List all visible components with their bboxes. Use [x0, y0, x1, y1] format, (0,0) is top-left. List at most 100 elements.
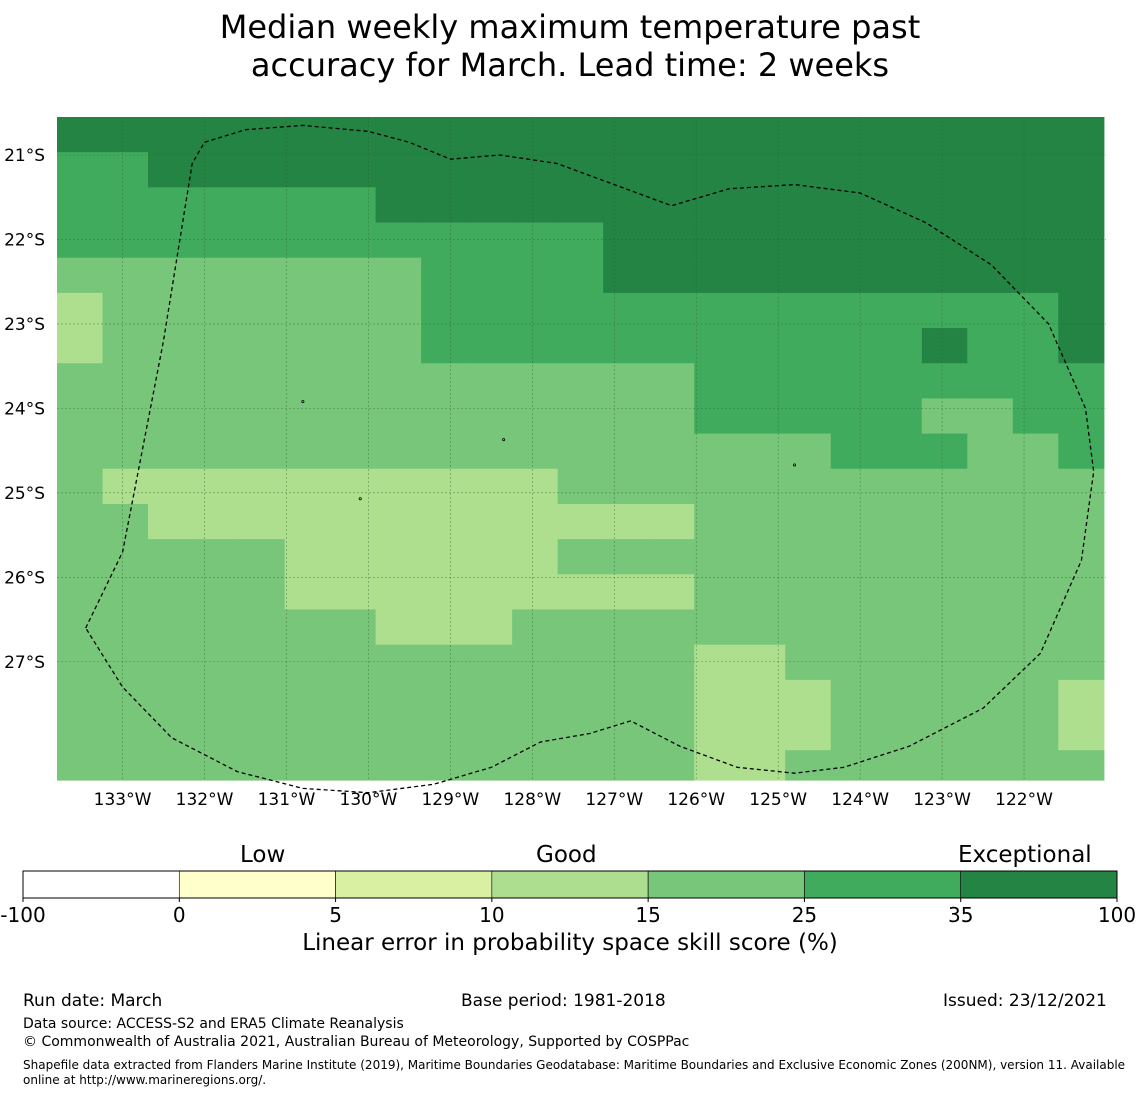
- grid-cell: [1058, 257, 1105, 294]
- grid-cell: [57, 222, 104, 259]
- grid-cell: [921, 679, 968, 716]
- grid-cell: [921, 750, 968, 781]
- grid-cell: [785, 257, 832, 294]
- grid-cell: [876, 257, 923, 294]
- grid-cell: [1058, 433, 1105, 470]
- grid-cell: [739, 433, 786, 470]
- grid-cell: [1058, 292, 1105, 329]
- grid-cell: [785, 398, 832, 435]
- grid-cell: [330, 539, 377, 575]
- grid-cell: [193, 363, 240, 400]
- grid-cell: [603, 503, 650, 540]
- grid-cell: [466, 503, 513, 540]
- longitude-tick-label: 131°W: [258, 790, 316, 810]
- grid-cell: [421, 468, 468, 505]
- grid-cell: [648, 363, 695, 400]
- grid-cell: [1012, 363, 1059, 400]
- grid-cell: [193, 644, 240, 681]
- grid-cell: [785, 609, 832, 646]
- grid-cell: [148, 679, 195, 716]
- run-date: Run date: March: [23, 991, 163, 1011]
- grid-cell: [193, 398, 240, 435]
- grid-cell: [1058, 468, 1105, 505]
- grid-cell: [57, 609, 104, 646]
- grid-cell: [421, 117, 468, 153]
- grid-cell: [694, 715, 741, 751]
- copyright: © Commonwealth of Australia 2021, Austra…: [23, 1034, 690, 1050]
- grid-cell: [466, 468, 513, 505]
- grid-cell: [876, 503, 923, 540]
- colorbar-segment: [960, 870, 1118, 899]
- grid-cell: [330, 644, 377, 681]
- grid-cell: [421, 222, 468, 259]
- grid-cell: [421, 503, 468, 540]
- grid-cell: [603, 398, 650, 435]
- grid-cell: [421, 363, 468, 400]
- grid-cell: [557, 433, 604, 470]
- grid-cell: [694, 328, 741, 364]
- grid-cell: [239, 398, 286, 435]
- grid-cell: [421, 292, 468, 329]
- grid-cell: [239, 433, 286, 470]
- colorbar-category-good: Good: [536, 842, 597, 868]
- grid-cell: [148, 152, 195, 188]
- grid-cell: [512, 187, 559, 224]
- grid-cell: [967, 539, 1014, 575]
- grid-cell: [694, 750, 741, 781]
- grid-cell: [330, 187, 377, 224]
- grid-cell: [193, 292, 240, 329]
- grid-cell: [921, 609, 968, 646]
- grid-cell: [239, 222, 286, 259]
- grid-cell: [330, 398, 377, 435]
- grid-cell: [102, 398, 149, 435]
- grid-cell: [557, 292, 604, 329]
- title-line-2: accuracy for March. Lead time: 2 weeks: [250, 46, 890, 84]
- grid-cell: [466, 257, 513, 294]
- grid-cell: [102, 574, 149, 611]
- grid-cell: [785, 503, 832, 540]
- grid-cell: [512, 222, 559, 259]
- grid-cell: [1012, 117, 1059, 153]
- grid-cell: [876, 679, 923, 716]
- colorbar-segment: [178, 870, 336, 899]
- grid-cell: [830, 117, 877, 153]
- grid-cell: [284, 152, 331, 188]
- grid-cell: [830, 750, 877, 781]
- grid-cell: [557, 187, 604, 224]
- grid-cell: [1058, 398, 1105, 435]
- grid-cell: [239, 750, 286, 781]
- grid-cell: [239, 117, 286, 153]
- latitude-tick-label: 27°S: [4, 653, 45, 673]
- grid-cell: [193, 222, 240, 259]
- grid-cell: [739, 328, 786, 364]
- grid-cell: [148, 222, 195, 259]
- grid-cell: [375, 187, 422, 224]
- grid-cell: [603, 644, 650, 681]
- grid-cell: [694, 117, 741, 153]
- grid-cell: [421, 187, 468, 224]
- grid-cell: [921, 715, 968, 751]
- colorbar-category-low: Low: [240, 842, 286, 868]
- grid-cell: [876, 433, 923, 470]
- grid-cell: [876, 468, 923, 505]
- grid-cell: [466, 292, 513, 329]
- grid-cell: [557, 152, 604, 188]
- latitude-tick-label: 24°S: [4, 399, 45, 419]
- grid-cell: [1012, 292, 1059, 329]
- grid-cell: [193, 187, 240, 224]
- latitude-tick-label: 23°S: [4, 315, 45, 335]
- grid-cell: [557, 503, 604, 540]
- grid-cell: [830, 574, 877, 611]
- grid-cell: [330, 292, 377, 329]
- grid-cell: [876, 222, 923, 259]
- colorbar-segment: [647, 870, 805, 899]
- grid-cell: [648, 468, 695, 505]
- grid-cell: [466, 715, 513, 751]
- grid-cell: [603, 363, 650, 400]
- grid-cell: [648, 292, 695, 329]
- grid-cell: [239, 609, 286, 646]
- grid-cell: [148, 363, 195, 400]
- grid-cell: [57, 292, 104, 329]
- grid-cell: [466, 750, 513, 781]
- grid-cell: [330, 750, 377, 781]
